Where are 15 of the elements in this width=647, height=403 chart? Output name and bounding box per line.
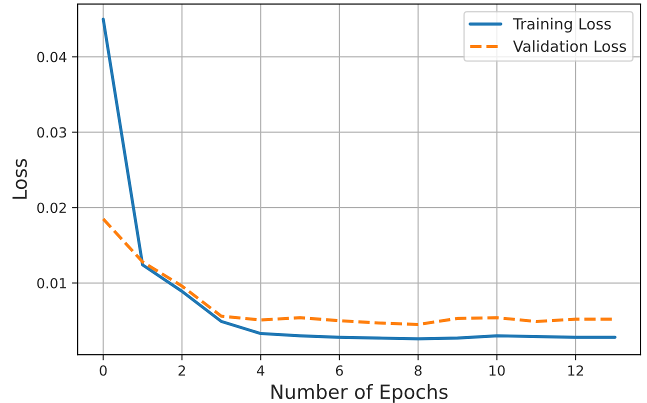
x-tick-label: 2 bbox=[178, 365, 185, 376]
x-tick-label: 10 bbox=[490, 365, 505, 376]
x-axis-title: Number of Epochs bbox=[272, 384, 448, 403]
x-tick-label: 0 bbox=[100, 365, 107, 376]
y-tick-label: 0.04 bbox=[37, 52, 66, 62]
legend-label: Training Loss bbox=[512, 18, 611, 33]
x-tick-label: 8 bbox=[414, 365, 422, 376]
y-tick-label: 0.02 bbox=[37, 202, 66, 214]
legend-label: Validation Loss bbox=[513, 40, 626, 52]
x-tick-label: 6 bbox=[336, 365, 343, 376]
y-axis-title: Loss bbox=[12, 158, 27, 199]
x-tick-label: 4 bbox=[256, 365, 264, 376]
x-tick-label: 12 bbox=[568, 365, 584, 376]
y-tick-label: 0.01 bbox=[37, 278, 66, 288]
y-tick-label: 0.03 bbox=[37, 127, 66, 138]
